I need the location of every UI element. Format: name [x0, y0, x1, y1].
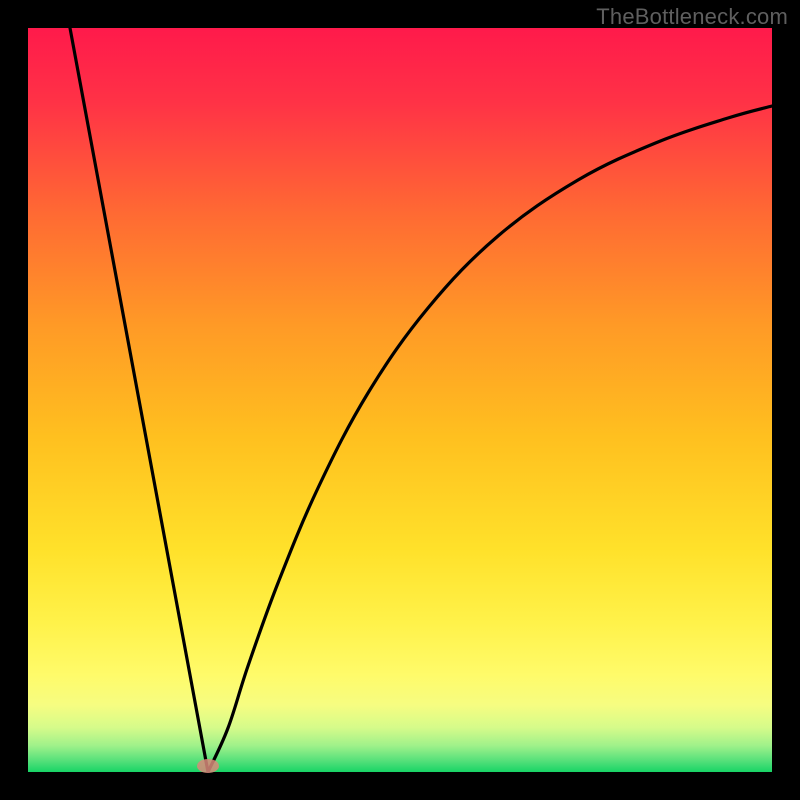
watermark-text: TheBottleneck.com — [596, 4, 788, 30]
valley-marker — [197, 759, 219, 773]
plot-area — [28, 28, 772, 772]
bottleneck-curve — [28, 28, 772, 772]
chart-container: TheBottleneck.com — [0, 0, 800, 800]
